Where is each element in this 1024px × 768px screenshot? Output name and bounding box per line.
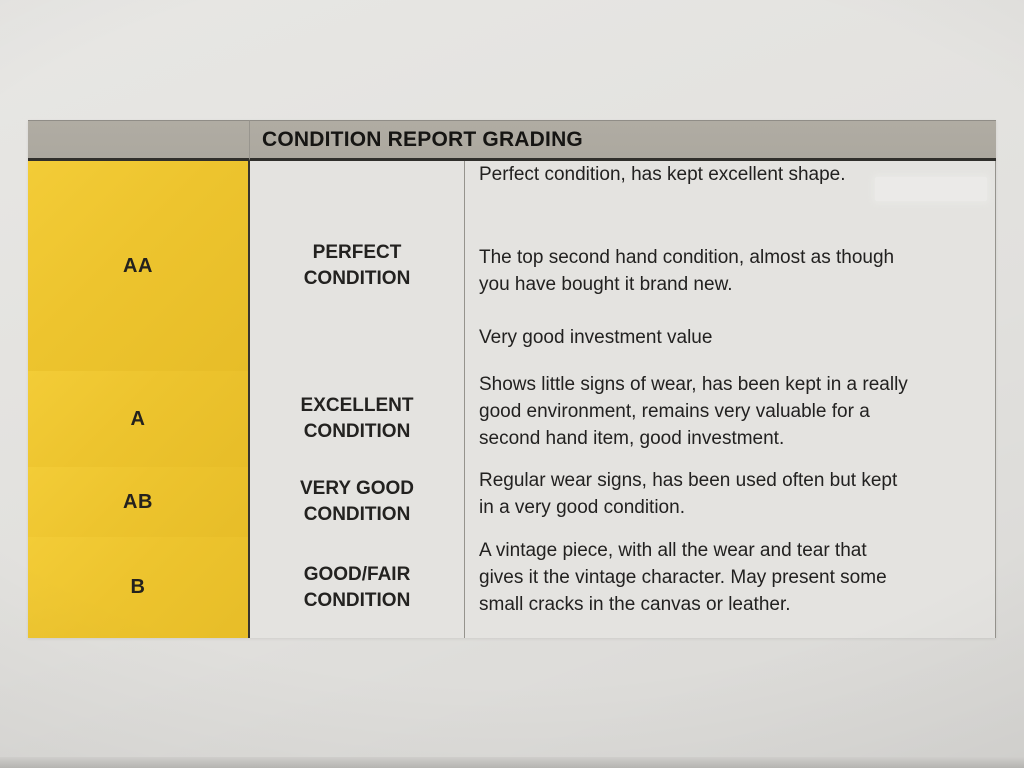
grade-text: A bbox=[130, 407, 146, 430]
header-spacer-cell bbox=[28, 120, 250, 161]
description-paragraph: The top second hand condition, almost as… bbox=[479, 247, 895, 295]
grade-cell-a: A bbox=[28, 371, 250, 467]
header-band: CONDITION REPORT GRADING bbox=[250, 120, 996, 161]
grade-text: AA bbox=[123, 254, 153, 277]
description-paragraph: Very good investment value bbox=[479, 327, 713, 348]
condition-text: VERY GOOD CONDITION bbox=[299, 478, 415, 525]
condition-text: GOOD/FAIR CONDITION bbox=[303, 563, 411, 611]
description-paragraph: Shows little signs of wear, has been kep… bbox=[479, 374, 908, 449]
description-paragraph: Regular wear signs, has been used often … bbox=[479, 470, 898, 518]
condition-cell-b: GOOD/FAIR CONDITION bbox=[250, 537, 465, 638]
grade-cell-ab: AB bbox=[28, 467, 250, 537]
description-cell-a: Shows little signs of wear, has been kep… bbox=[465, 371, 996, 467]
grade-cell-aa: AA bbox=[28, 161, 250, 371]
condition-text: EXCELLENT CONDITION bbox=[300, 395, 414, 442]
description-paragraph: Perfect condition, has kept excellent sh… bbox=[479, 164, 846, 185]
table-title: CONDITION REPORT GRADING bbox=[262, 127, 583, 151]
description-cell-ab: Regular wear signs, has been used often … bbox=[465, 467, 996, 537]
description-paragraph: A vintage piece, with all the wear and t… bbox=[479, 540, 887, 615]
condition-cell-a: EXCELLENT CONDITION bbox=[250, 371, 465, 467]
photo-bottom-edge bbox=[0, 757, 1024, 768]
grade-text: B bbox=[130, 576, 146, 598]
condition-cell-aa: PERFECT CONDITION bbox=[250, 161, 465, 371]
condition-cell-ab: VERY GOOD CONDITION bbox=[250, 467, 465, 537]
description-cell-aa: Perfect condition, has kept excellent sh… bbox=[465, 161, 996, 371]
grade-cell-b: B bbox=[28, 537, 250, 638]
condition-grading-table: CONDITION REPORT GRADING AA PERFECT COND… bbox=[28, 120, 996, 638]
condition-text: PERFECT CONDITION bbox=[303, 242, 411, 289]
whiteout-patch bbox=[875, 177, 987, 201]
grade-text: AB bbox=[123, 490, 153, 513]
description-cell-b: A vintage piece, with all the wear and t… bbox=[465, 537, 996, 638]
